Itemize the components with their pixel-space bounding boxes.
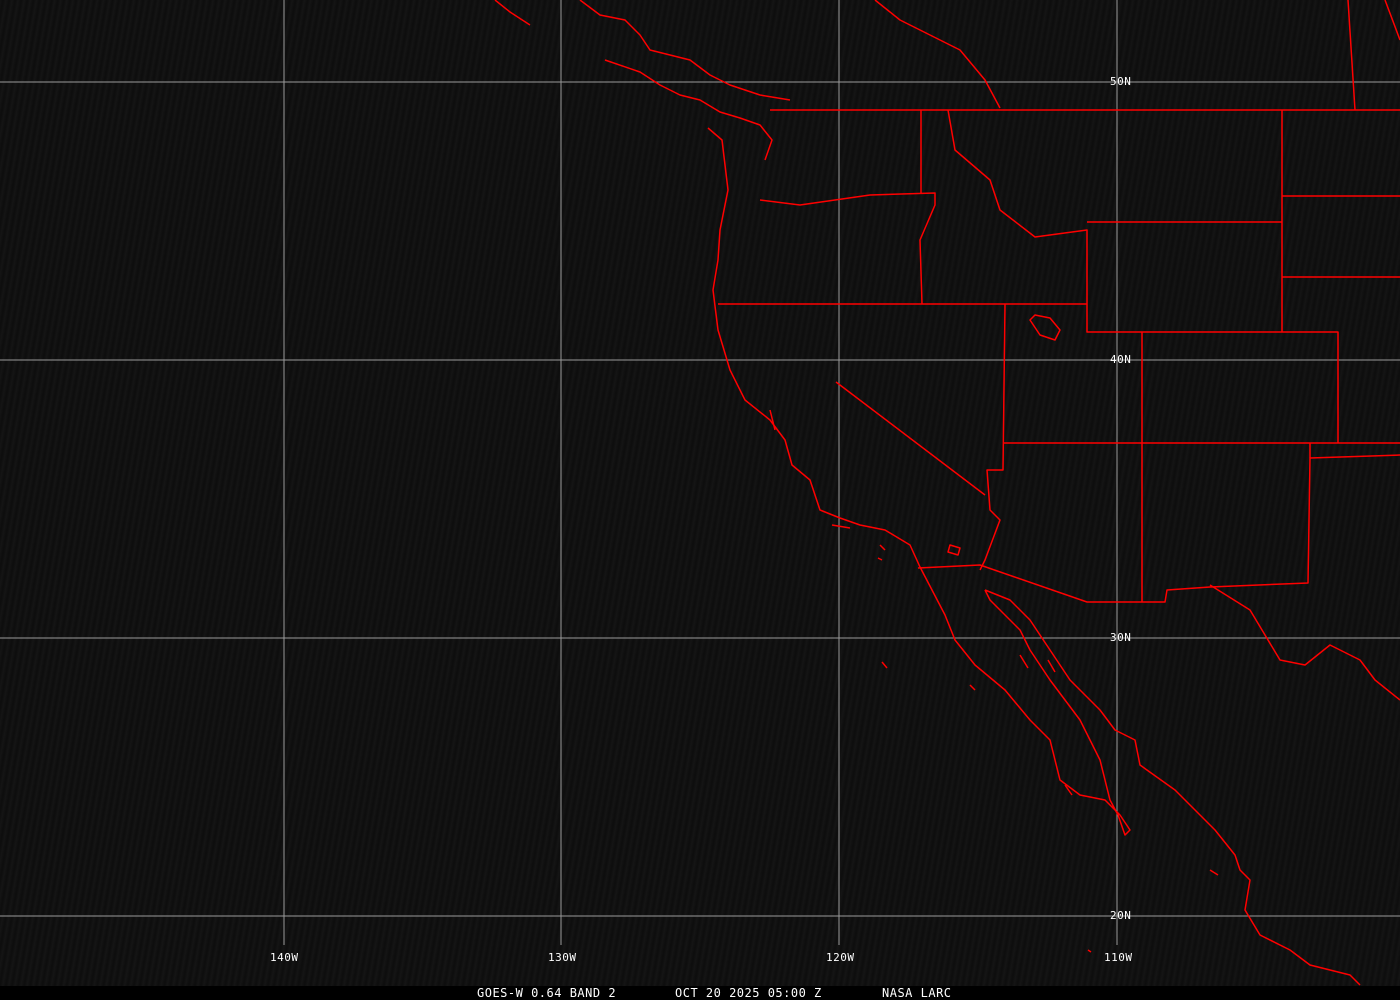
datetime-label: OCT 20 2025 05:00 Z bbox=[675, 986, 822, 1000]
coastline-bc bbox=[494, 0, 791, 161]
lon-label-120w: 120W bbox=[826, 951, 855, 964]
lon-label-140w: 140W bbox=[270, 951, 299, 964]
idaho-border bbox=[947, 109, 1088, 304]
lakes-islands bbox=[769, 314, 1219, 953]
coastline-west bbox=[707, 127, 1131, 836]
canada-border bbox=[770, 0, 1400, 111]
coastline-mexico bbox=[984, 589, 1361, 986]
lat-label-20n: 20N bbox=[1110, 909, 1132, 922]
lon-label-130w: 130W bbox=[548, 951, 577, 964]
lon-label-110w: 110W bbox=[1104, 951, 1133, 964]
ca-nv-border bbox=[835, 303, 1006, 571]
lat-label-30n: 30N bbox=[1110, 631, 1132, 644]
lat-label-50n: 50N bbox=[1110, 75, 1132, 88]
wa-or-border bbox=[759, 110, 936, 305]
boundaries bbox=[494, 0, 1400, 986]
interior-borders bbox=[1003, 110, 1400, 602]
graticule bbox=[0, 0, 1400, 945]
lat-label-40n: 40N bbox=[1110, 353, 1132, 366]
mexico-border bbox=[917, 454, 1400, 603]
source-label: NASA LARC bbox=[882, 986, 952, 1000]
product-label: GOES-W 0.64 BAND 2 bbox=[477, 986, 617, 1000]
coastline-gulf bbox=[1209, 584, 1400, 701]
caption-bar: GOES-W 0.64 BAND 2 OCT 20 2025 05:00 Z N… bbox=[0, 986, 1400, 1000]
